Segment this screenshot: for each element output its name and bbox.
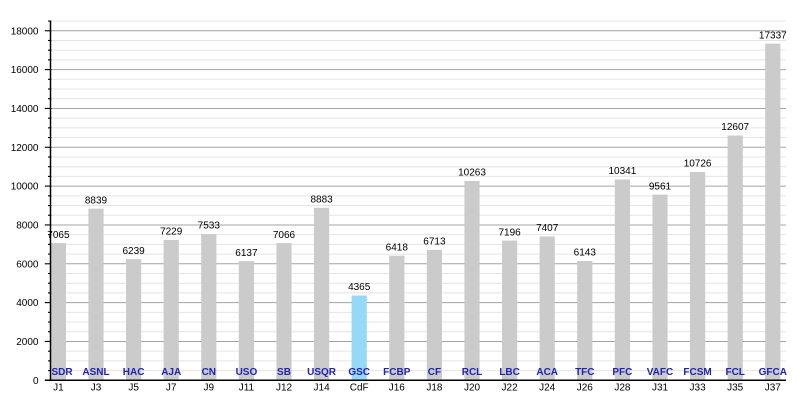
svg-text:J9: J9: [204, 383, 215, 394]
svg-text:J31: J31: [652, 383, 669, 394]
svg-text:J24: J24: [539, 383, 556, 394]
svg-text:4000: 4000: [16, 298, 39, 309]
svg-text:J35: J35: [727, 383, 744, 394]
svg-text:12607: 12607: [721, 122, 749, 133]
svg-text:8883: 8883: [310, 195, 333, 206]
svg-text:J11: J11: [239, 383, 255, 394]
svg-text:10726: 10726: [684, 159, 712, 170]
svg-text:7533: 7533: [198, 221, 221, 232]
svg-text:PFC: PFC: [612, 367, 632, 378]
svg-text:CN: CN: [202, 367, 216, 378]
svg-text:10341: 10341: [608, 166, 636, 177]
svg-text:7065: 7065: [47, 230, 70, 241]
svg-text:SDR: SDR: [51, 367, 73, 378]
svg-text:J14: J14: [314, 383, 331, 394]
svg-text:VAFC: VAFC: [647, 367, 673, 378]
svg-text:8000: 8000: [16, 221, 39, 232]
svg-text:J12: J12: [276, 383, 293, 394]
svg-text:AJA: AJA: [161, 367, 181, 378]
svg-text:USO: USO: [236, 367, 258, 378]
svg-text:USQR: USQR: [307, 367, 337, 378]
svg-text:6137: 6137: [235, 248, 258, 259]
svg-text:J20: J20: [464, 383, 481, 394]
svg-text:J16: J16: [389, 383, 406, 394]
svg-text:12000: 12000: [11, 143, 39, 154]
svg-text:TFC: TFC: [575, 367, 594, 378]
svg-text:2000: 2000: [16, 337, 39, 348]
svg-text:6418: 6418: [386, 242, 409, 253]
svg-text:FCBP: FCBP: [383, 367, 411, 378]
svg-text:14000: 14000: [11, 104, 39, 115]
svg-text:0: 0: [33, 376, 39, 387]
svg-text:7407: 7407: [536, 223, 559, 234]
svg-text:LBC: LBC: [499, 367, 520, 378]
svg-text:8839: 8839: [85, 195, 108, 206]
svg-text:J22: J22: [502, 383, 519, 394]
svg-text:J18: J18: [426, 383, 443, 394]
svg-text:7196: 7196: [498, 227, 521, 238]
svg-text:J5: J5: [128, 383, 139, 394]
svg-text:CdF: CdF: [350, 383, 369, 394]
svg-text:7066: 7066: [273, 230, 296, 241]
svg-text:7229: 7229: [160, 227, 183, 238]
svg-text:SB: SB: [277, 367, 291, 378]
svg-text:GFCA: GFCA: [759, 367, 787, 378]
svg-text:10263: 10263: [458, 168, 486, 179]
svg-text:6713: 6713: [423, 237, 446, 248]
svg-text:J1: J1: [53, 383, 64, 394]
svg-text:16000: 16000: [11, 65, 39, 76]
svg-text:6000: 6000: [16, 259, 39, 270]
svg-text:6239: 6239: [122, 246, 145, 257]
svg-text:CF: CF: [428, 367, 441, 378]
svg-text:J28: J28: [614, 383, 631, 394]
svg-text:J33: J33: [690, 383, 707, 394]
svg-text:RCL: RCL: [462, 367, 483, 378]
svg-text:J3: J3: [91, 383, 102, 394]
svg-text:6143: 6143: [574, 248, 597, 259]
svg-text:GSC: GSC: [348, 367, 370, 378]
svg-text:9561: 9561: [649, 181, 672, 192]
svg-text:FCL: FCL: [725, 367, 744, 378]
svg-text:HAC: HAC: [123, 367, 145, 378]
svg-text:ACA: ACA: [536, 367, 558, 378]
svg-text:FCSM: FCSM: [683, 367, 711, 378]
svg-text:J7: J7: [166, 383, 177, 394]
svg-text:4365: 4365: [348, 282, 371, 293]
svg-text:17337: 17337: [759, 30, 787, 41]
svg-text:18000: 18000: [11, 26, 39, 37]
svg-text:J37: J37: [765, 383, 782, 394]
svg-text:10000: 10000: [11, 182, 39, 193]
svg-text:J26: J26: [577, 383, 594, 394]
svg-text:ASNL: ASNL: [82, 367, 109, 378]
